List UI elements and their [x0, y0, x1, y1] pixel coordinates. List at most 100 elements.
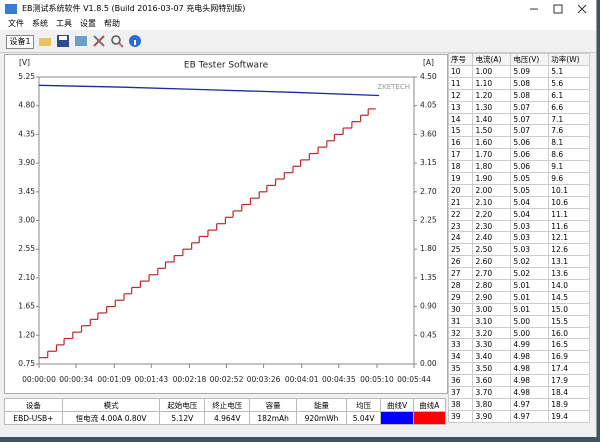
table-cell: 23 — [447, 219, 474, 233]
table-row: 20 2.00 5.05 10.1 — [447, 183, 590, 197]
y-tick-label: 3.45 — [18, 187, 35, 196]
table-row: 13 1.30 5.07 6.6 — [447, 100, 590, 114]
table-row: 15 1.50 5.07 7.6 — [447, 124, 590, 138]
toolbar: 设备1 — [0, 30, 596, 53]
table-cell: 2.40 — [472, 231, 512, 245]
chart: EB Tester Software [V] [A] ZKETECH 0.75 1… — [4, 54, 448, 394]
table-cell: 2.80 — [472, 279, 512, 292]
menu-item[interactable]: 帮助 — [104, 19, 120, 28]
title-bar: EB测试系统软件 V1.8.5 (Build 2016-03-07 充电头网特别… — [0, 0, 596, 18]
table-cell: 5.02 — [510, 255, 550, 269]
curve-swatch[interactable] — [380, 411, 414, 425]
x-tick-label: 00:01:43 — [134, 375, 168, 384]
series-line — [38, 84, 380, 97]
menu-item[interactable]: 文件 — [8, 19, 24, 28]
save-button[interactable] — [56, 34, 70, 48]
table-cell: 1.10 — [472, 76, 512, 90]
table-cell: 1.70 — [472, 148, 512, 162]
table-row: 16 1.60 5.06 8.1 — [447, 136, 590, 150]
table-cell: 14.0 — [548, 279, 590, 292]
table-row: 23 2.30 5.03 11.6 — [447, 219, 590, 233]
table-row: 26 2.60 5.02 13.1 — [447, 255, 590, 269]
table-row: 11 1.10 5.08 5.6 — [447, 76, 590, 90]
table-cell: 30 — [447, 302, 474, 316]
table-cell: 4.97 — [510, 397, 550, 411]
table-cell: 14 — [447, 112, 474, 126]
tools-button[interactable] — [92, 34, 106, 48]
table-cell: 4.98 — [510, 362, 550, 376]
table-row: 37 3.70 4.98 18.4 — [447, 386, 590, 399]
table-cell: 5.00 — [510, 314, 550, 328]
table-row: 17 1.70 5.06 8.6 — [447, 148, 590, 162]
table-row: 36 3.60 4.98 17.9 — [447, 374, 590, 388]
column-header: 曲线V — [380, 398, 414, 412]
y2-tick-label: 0.90 — [420, 302, 437, 311]
open-button[interactable] — [38, 34, 52, 48]
info-button[interactable] — [128, 34, 142, 48]
chart-button[interactable] — [74, 34, 88, 48]
table-row: 33 3.30 4.99 16.5 — [447, 338, 590, 352]
table-cell: 8.6 — [548, 148, 590, 162]
table-cell: 36 — [447, 374, 474, 388]
table-cell: 1.30 — [472, 100, 512, 114]
menu-item[interactable]: 工具 — [56, 19, 72, 28]
x-tick-label: 00:02:18 — [173, 375, 207, 384]
table-cell: 2.10 — [472, 195, 512, 209]
table-cell: 5.00 — [510, 326, 550, 340]
table-cell: 1.50 — [472, 124, 512, 138]
table-row: 35 3.50 4.98 17.4 — [447, 362, 590, 376]
table-row: 10 1.00 5.09 5.1 — [447, 65, 590, 78]
table-cell: 10 — [447, 65, 474, 78]
table-cell: 16.5 — [548, 338, 590, 352]
window-controls[interactable] — [516, 0, 596, 18]
table-cell: 31 — [447, 314, 474, 328]
menu-item[interactable]: 设置 — [80, 19, 96, 28]
table-row: 14 1.40 5.07 7.1 — [447, 112, 590, 126]
menu-item[interactable]: 系统 — [32, 19, 48, 28]
y-tick-label: 4.80 — [18, 101, 35, 110]
y-tick-label: 1.65 — [18, 302, 35, 311]
plot-area — [38, 76, 415, 365]
table-cell: 5.04V — [345, 411, 382, 425]
table-row: 34 3.40 4.98 16.9 — [447, 350, 590, 364]
column-header: 终止电压 — [204, 398, 251, 412]
table-cell: 5.03 — [510, 231, 550, 245]
column-header: 能量 — [296, 398, 347, 412]
y2-tick-label: 4.05 — [420, 101, 437, 110]
table-cell: 10.6 — [548, 195, 590, 209]
table-cell: 17.9 — [548, 374, 590, 388]
table-row: 25 2.50 5.03 12.6 — [447, 243, 590, 257]
table-cell: 26 — [447, 255, 474, 269]
table-cell: 5.07 — [510, 112, 550, 126]
table-cell: 5.06 — [510, 160, 550, 174]
table-cell: 13.6 — [548, 267, 590, 281]
table-cell: 5.07 — [510, 100, 550, 114]
table-row: 39 3.90 4.97 19.4 — [447, 409, 590, 423]
table-cell: 5.01 — [510, 302, 550, 316]
table-cell: 2.50 — [472, 243, 512, 257]
table-cell: 2.60 — [472, 255, 512, 269]
table-cell: 5.06 — [510, 136, 550, 150]
x-tick-label: 00:04:01 — [285, 375, 319, 384]
table-row: 27 2.70 5.02 13.6 — [447, 267, 590, 281]
search-button[interactable] — [110, 34, 124, 48]
table-cell: 10.1 — [548, 183, 590, 197]
table-cell: 5.09 — [510, 65, 550, 78]
column-header: 均压 — [345, 398, 382, 412]
table-row: 29 2.90 5.01 14.5 — [447, 290, 590, 304]
device-select[interactable]: 设备1 — [6, 35, 34, 49]
y2-tick-label: 4.50 — [420, 72, 437, 81]
x-tick-label: 00:03:26 — [247, 375, 281, 384]
curve-swatch[interactable] — [412, 411, 447, 425]
y2-tick-label: 2.25 — [420, 216, 437, 225]
table-cell: 12.1 — [548, 231, 590, 245]
table-cell: 5.07 — [510, 124, 550, 138]
table-cell: 34 — [447, 350, 474, 364]
table-row: 22 2.20 5.04 11.1 — [447, 207, 590, 221]
column-header: 功率(W) — [548, 53, 590, 66]
table-cell: 3.20 — [472, 326, 512, 340]
table-cell: 15 — [447, 124, 474, 138]
table-cell: 5.04 — [510, 195, 550, 209]
table-row: 31 3.10 5.00 15.5 — [447, 314, 590, 328]
